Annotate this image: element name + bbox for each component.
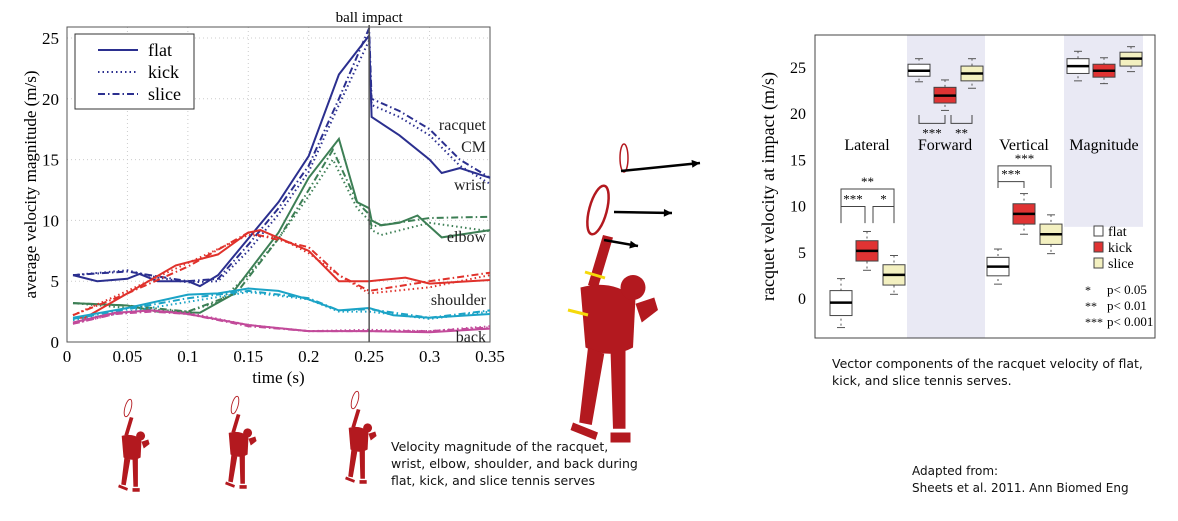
significance-bracket: [950, 115, 973, 124]
significance-threshold: p< 0.05: [1107, 282, 1147, 297]
series-label: elbow: [447, 229, 487, 246]
line-racquet-cm-flat: [72, 32, 491, 288]
significance-label: ***: [922, 125, 942, 140]
source-line: Sheets et al. 2011. Ann Biomed Eng: [912, 481, 1129, 495]
significance-label: ***: [1015, 151, 1035, 166]
significance-symbol: *: [1085, 283, 1091, 297]
caption-line: kick, and slice tennis serves.: [832, 373, 1012, 388]
tennis-player-figure: [225, 395, 257, 489]
category-label-vertical: Vertical: [999, 137, 1049, 154]
plot-frame: [66, 26, 491, 343]
significance-bracket: [997, 181, 1025, 189]
legend-swatch-flat: [1093, 225, 1104, 237]
legend-swatch-kick: [1093, 241, 1104, 253]
significance-symbol: **: [1085, 299, 1097, 313]
caption-line: flat, kick, and slice tennis serves: [391, 473, 595, 488]
y-tick-label: 20: [42, 90, 59, 109]
velocity-arrow: [620, 161, 701, 173]
significance-bracket: [918, 115, 946, 124]
y-tick-label: 15: [42, 151, 59, 170]
line-elbow-kick: [72, 233, 491, 317]
line-back-flat: [72, 309, 491, 334]
significance-bracket: [872, 206, 895, 224]
arrowhead: [663, 208, 672, 217]
tennis-player-figure: [345, 390, 377, 484]
arrowhead: [691, 159, 700, 168]
y-axis-label: racquet velocity at impact (m/s): [758, 72, 779, 301]
y-tick-label: 25: [42, 29, 59, 48]
legend-label-flat: flat: [1108, 225, 1127, 240]
significance-label: ***: [1001, 167, 1021, 182]
y-tick-label: 25: [790, 60, 806, 77]
velocity-arrow: [613, 210, 673, 215]
line-racquet-cm-slice: [72, 27, 491, 283]
y-tick-label: 10: [790, 199, 806, 216]
source-line: Adapted from:: [912, 464, 999, 478]
y-tick-label: 20: [790, 106, 806, 123]
x-tick-label: 0.25: [354, 347, 384, 366]
tennis-player-figure: [118, 398, 150, 492]
line-shoulder-flat: [72, 287, 491, 319]
x-tick-label: 0.1: [177, 347, 198, 366]
line-racquet-cm-kick: [72, 39, 491, 284]
x-axis-label: time (s): [252, 368, 304, 387]
legend-label-kick: kick: [148, 62, 179, 82]
y-tick-label: 10: [42, 211, 59, 230]
y-tick-label: 5: [798, 245, 806, 262]
y-tick-label: 0: [798, 291, 806, 308]
caption-line: wrist, elbow, shoulder, and back during: [391, 456, 638, 471]
significance-bracket: [997, 165, 1052, 189]
x-tick-label: 0.35: [475, 347, 505, 366]
series-label: back: [456, 329, 486, 346]
x-tick-label: 0: [63, 347, 72, 366]
caption-line: Velocity magnitude of the racquet,: [391, 439, 609, 454]
ball-impact-label: ball impact: [336, 10, 404, 26]
series-label: wrist: [454, 177, 487, 194]
significance-label: **: [955, 125, 968, 140]
arrowhead: [629, 240, 638, 249]
y-axis-label: average velocity magnitude (m/s): [21, 71, 40, 299]
series-label: CM: [461, 139, 486, 156]
significance-threshold: p< 0.001: [1107, 314, 1153, 329]
rotation-arrow-back: [567, 308, 589, 317]
category-label-forward: Forward: [918, 137, 972, 154]
significance-label: **: [861, 174, 874, 189]
y-tick-label: 5: [51, 272, 60, 291]
significance-threshold: p< 0.01: [1107, 298, 1147, 313]
caption-line: Vector components of the racquet velocit…: [832, 356, 1143, 371]
significance-label: ***: [843, 192, 863, 207]
box-plot-frame: [814, 34, 1156, 339]
racquet-icon: [619, 143, 629, 173]
y-tick-label: 15: [790, 152, 806, 169]
line-elbow-flat: [73, 229, 491, 319]
caption-right: Vector components of the racquet velocit…: [832, 355, 1143, 389]
category-label-magnitude: Magnitude: [1069, 137, 1138, 154]
rotation-arrow-shoulder: [584, 270, 606, 280]
significance-symbol: ***: [1085, 315, 1103, 329]
category-label-lateral: Lateral: [844, 137, 890, 154]
significance-label: *: [880, 192, 887, 207]
line-back-slice: [72, 310, 491, 333]
legend-label-flat: flat: [148, 40, 172, 60]
line-wrist-slice: [72, 147, 491, 313]
y-tick-label: 0: [51, 333, 60, 352]
caption-left: Velocity magnitude of the racquet, wrist…: [391, 438, 638, 489]
significance-bracket: [840, 188, 895, 207]
x-tick-label: 0.15: [233, 347, 263, 366]
series-label: racquet: [439, 117, 487, 134]
x-tick-label: 0.05: [113, 347, 143, 366]
legend-swatch-slice: [1093, 257, 1104, 269]
x-tick-label: 0.3: [419, 347, 440, 366]
legend-label-slice: slice: [1108, 257, 1134, 272]
legend-label-kick: kick: [1108, 241, 1132, 256]
source-citation: Adapted from: Sheets et al. 2011. Ann Bi…: [912, 463, 1129, 497]
x-tick-label: 0.2: [298, 347, 319, 366]
series-label: shoulder: [431, 292, 487, 309]
significance-bracket: [840, 206, 866, 224]
legend-label-slice: slice: [148, 84, 181, 104]
line-shoulder-slice: [72, 289, 491, 320]
line-elbow-slice: [72, 231, 491, 317]
